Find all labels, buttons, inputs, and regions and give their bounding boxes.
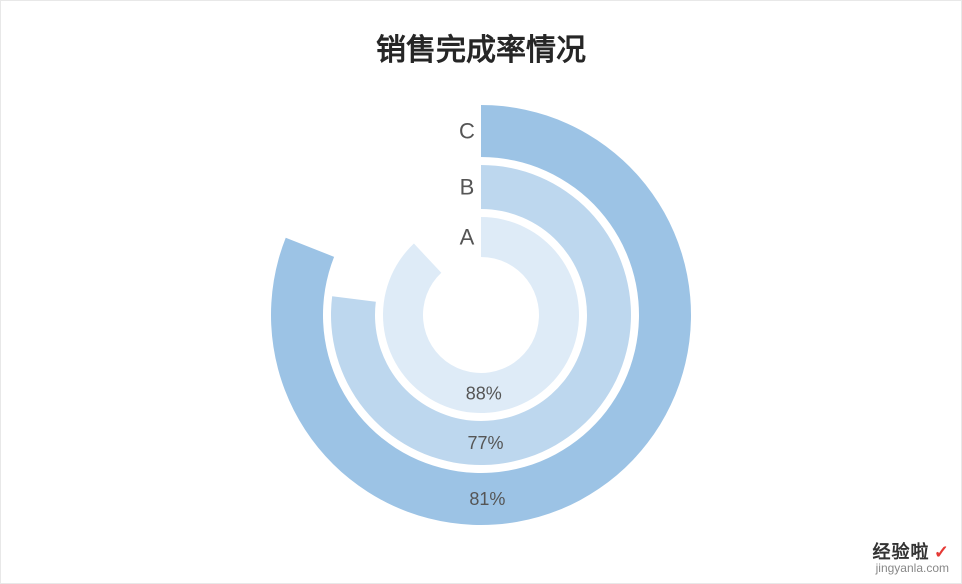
- ring-b: [331, 165, 631, 465]
- radial-bar-chart: A 88% B 77% C 81%: [261, 95, 701, 535]
- ring-value-b: 77%: [467, 433, 503, 453]
- radial-svg: A 88% B 77% C 81%: [261, 95, 701, 535]
- checkmark-icon: ✓: [934, 542, 949, 562]
- chart-container: 销售完成率情况 A 88% B 77% C 81% 经验啦 ✓ jingyanla.com: [0, 0, 962, 584]
- ring-label-c: C: [459, 119, 475, 144]
- ring-value-a: 88%: [466, 384, 502, 404]
- watermark-url: jingyanla.com: [872, 562, 949, 575]
- ring-label-a: A: [460, 225, 475, 250]
- ring-label-b: B: [460, 175, 475, 200]
- ring-value-c: 81%: [469, 489, 505, 509]
- watermark-text: 经验啦: [872, 542, 929, 562]
- watermark: 经验啦 ✓ jingyanla.com: [872, 543, 949, 575]
- chart-title: 销售完成率情况: [1, 25, 961, 69]
